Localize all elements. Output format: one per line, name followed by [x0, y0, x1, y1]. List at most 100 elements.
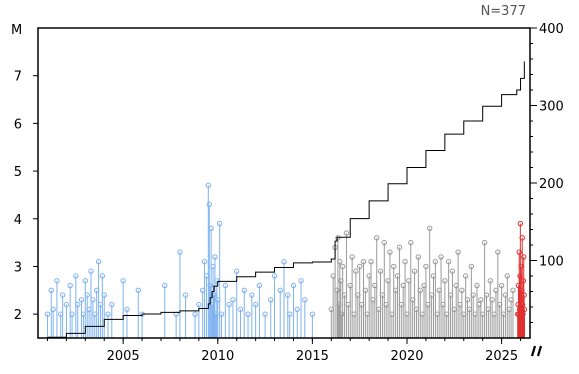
plot-area — [37, 27, 531, 339]
event-point — [449, 268, 456, 274]
event-point — [124, 306, 130, 313]
event-point — [415, 254, 422, 260]
event-point — [207, 282, 213, 289]
y-axis-right: 100 200 300 400 — [530, 22, 564, 323]
event-point — [377, 268, 384, 274]
y-right-tick-label: 300 — [539, 100, 564, 115]
event-point — [69, 311, 75, 317]
event-point — [90, 297, 96, 303]
event-point — [423, 263, 429, 270]
event-point — [334, 287, 340, 294]
event-point — [294, 306, 300, 313]
event-point — [489, 297, 495, 303]
event-point — [498, 282, 505, 289]
event-point — [88, 268, 94, 274]
event-point — [438, 254, 444, 260]
event-point — [256, 282, 263, 289]
event-point — [214, 278, 220, 284]
event-point — [427, 225, 433, 232]
event-point — [445, 258, 452, 265]
event-point — [464, 297, 471, 303]
event-point — [48, 287, 54, 294]
event-point — [75, 301, 81, 308]
event-point — [481, 239, 488, 246]
event-point — [196, 301, 202, 308]
event-point — [504, 273, 510, 279]
event-point — [78, 297, 85, 303]
event-point — [368, 258, 374, 265]
event-point — [230, 297, 236, 303]
event-point — [67, 282, 73, 289]
axis-break-mark — [530, 345, 537, 357]
event-point — [339, 263, 346, 270]
event-point — [474, 282, 480, 289]
event-point — [374, 235, 380, 241]
event-point — [335, 235, 341, 241]
event-point — [362, 287, 369, 294]
event-point — [226, 301, 232, 308]
event-point — [285, 292, 291, 298]
event-point — [208, 225, 214, 232]
event-point — [135, 287, 141, 294]
event-point — [411, 268, 418, 274]
event-point — [290, 282, 297, 289]
y-right-tick-label: 200 — [539, 177, 564, 192]
event-point — [162, 282, 168, 289]
x-tick-label: 2010 — [201, 349, 234, 364]
y-left-tick-label: 3 — [14, 260, 22, 275]
x-tick-label: 2020 — [390, 349, 423, 364]
event-point — [268, 297, 274, 303]
event-point — [281, 258, 287, 265]
event-point — [468, 263, 475, 270]
event-point — [510, 287, 516, 294]
event-point — [495, 249, 501, 255]
x-axis: 2005 2010 2015 2020 2025 — [46, 338, 543, 364]
event-point — [521, 292, 527, 298]
event-point — [459, 287, 465, 294]
event-point — [455, 249, 461, 255]
event-point — [402, 258, 408, 265]
event-point — [521, 306, 528, 313]
event-point — [337, 258, 343, 265]
event-point — [237, 306, 244, 313]
event-point — [516, 249, 522, 255]
event-point — [521, 254, 527, 260]
x-tick-label: 2025 — [485, 349, 518, 364]
event-point — [84, 292, 90, 298]
event-point — [109, 301, 115, 308]
y-left-tick-label: 2 — [14, 308, 22, 323]
event-point — [249, 292, 255, 298]
event-point — [309, 311, 316, 317]
event-point — [262, 311, 268, 317]
event-point — [442, 278, 448, 284]
event-point — [462, 273, 469, 279]
event-point — [353, 268, 359, 274]
y-right-tick-label: 400 — [539, 22, 564, 37]
event-point — [59, 292, 66, 298]
event-point — [302, 297, 308, 303]
event-point — [487, 278, 493, 284]
event-point — [233, 268, 240, 274]
y-left-tick-label: 5 — [14, 165, 22, 180]
event-point — [343, 230, 350, 236]
event-point — [177, 249, 183, 255]
stem-series-recent — [515, 220, 528, 338]
event-point — [252, 301, 259, 308]
event-point — [432, 258, 439, 265]
event-point — [396, 244, 403, 251]
y-left-tick-label: 7 — [14, 70, 22, 85]
event-point — [95, 258, 102, 265]
x-tick-label: 2015 — [296, 349, 329, 364]
stem-series-mid — [328, 225, 516, 338]
event-point — [192, 311, 198, 317]
event-point — [241, 287, 247, 294]
event-point — [298, 278, 304, 284]
x-tick-label: 2005 — [107, 349, 140, 364]
event-point — [271, 273, 278, 279]
event-point — [277, 287, 283, 294]
y-axis-title-magnitude: M — [11, 23, 22, 38]
event-point — [73, 273, 79, 279]
event-point — [391, 263, 397, 270]
event-point — [205, 182, 212, 189]
